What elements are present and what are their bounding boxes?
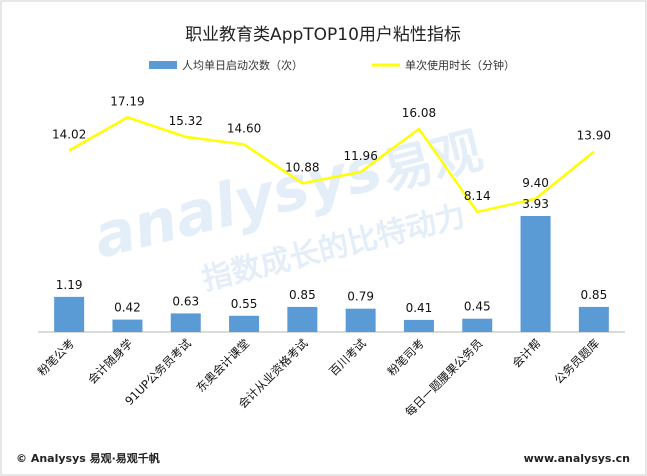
bar-9 bbox=[520, 216, 551, 332]
line-label-6: 11.96 bbox=[343, 149, 377, 163]
chart-title: 职业教育类AppTOP10用户粘性指标 bbox=[185, 25, 461, 45]
bar-label-7: 0.41 bbox=[406, 301, 433, 315]
line-label-2: 17.19 bbox=[110, 94, 144, 108]
line-label-10: 13.90 bbox=[577, 129, 611, 143]
bar-label-2: 0.42 bbox=[114, 301, 141, 315]
bar-7 bbox=[403, 319, 434, 332]
bar-3 bbox=[170, 313, 201, 332]
line-label-9: 9.40 bbox=[522, 176, 549, 190]
bar-6 bbox=[345, 308, 376, 332]
bar-10 bbox=[578, 306, 609, 332]
bar-8 bbox=[462, 318, 493, 332]
legend-label-line: 单次使用时长（分钟） bbox=[405, 58, 515, 72]
bar-label-5: 0.85 bbox=[289, 288, 316, 302]
bar-label-10: 0.85 bbox=[580, 288, 607, 302]
bar-1 bbox=[54, 296, 85, 332]
line-label-7: 16.08 bbox=[402, 106, 436, 120]
bar-label-9: 3.93 bbox=[522, 197, 549, 211]
bar-label-1: 1.19 bbox=[56, 278, 83, 292]
legend-swatch-bar bbox=[149, 61, 177, 69]
bar-2 bbox=[112, 319, 143, 332]
legend-label-bar: 人均单日启动次数（次） bbox=[182, 58, 303, 72]
bar-label-6: 0.79 bbox=[347, 290, 374, 304]
footer-copyright: © Analysys 易观·易观千帆 bbox=[16, 451, 160, 465]
bar-label-4: 0.55 bbox=[231, 297, 258, 311]
line-label-4: 14.60 bbox=[227, 121, 261, 135]
footer-website: www.analysys.cn bbox=[524, 452, 630, 465]
bar-5 bbox=[287, 306, 318, 332]
line-label-3: 15.32 bbox=[169, 114, 203, 128]
bar-label-8: 0.45 bbox=[464, 300, 491, 314]
line-label-8: 8.14 bbox=[464, 189, 491, 203]
line-label-5: 10.88 bbox=[285, 160, 319, 174]
bar-label-3: 0.63 bbox=[172, 294, 199, 308]
line-label-1: 14.02 bbox=[52, 127, 86, 141]
line-series bbox=[68, 116, 595, 214]
bar-4 bbox=[229, 315, 260, 332]
